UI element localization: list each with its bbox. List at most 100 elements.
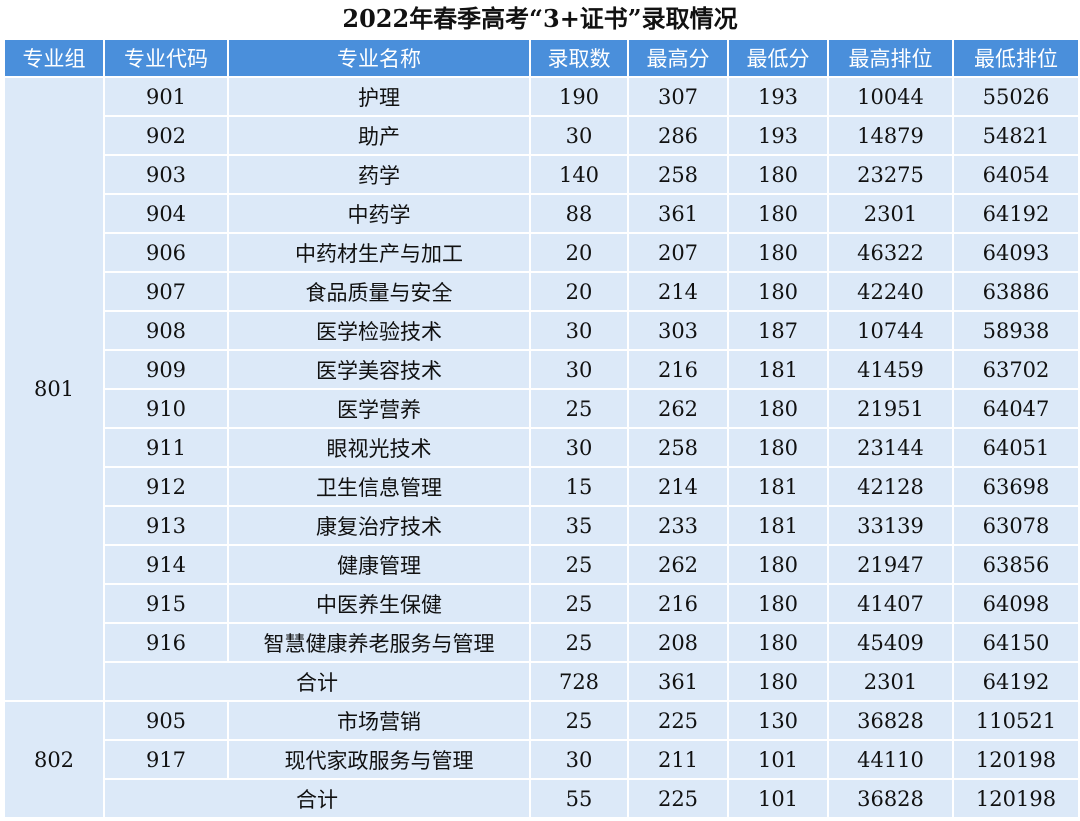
table-cell: 307 xyxy=(627,76,729,117)
page-title: 2022年春季高考“3+证书”录取情况 xyxy=(342,4,738,33)
subtotal-cell: 55 xyxy=(529,778,629,819)
table-cell: 907 xyxy=(103,271,229,312)
table-cell: 10744 xyxy=(827,310,954,351)
table-cell: 25 xyxy=(529,388,629,429)
table-cell: 2301 xyxy=(827,193,954,234)
table-row: 916 智慧健康养老服务与管理 25 208 180 45409 64150 xyxy=(4,622,1080,663)
table-cell: 医学美容技术 xyxy=(227,349,531,390)
table-cell: 现代家政服务与管理 xyxy=(227,739,531,780)
table-cell: 25 xyxy=(529,583,629,624)
table-cell: 中药材生产与加工 xyxy=(227,232,531,273)
table-cell: 33139 xyxy=(827,505,954,546)
table-cell: 助产 xyxy=(227,115,531,156)
table-cell: 140 xyxy=(529,154,629,195)
table-cell: 207 xyxy=(627,232,729,273)
table-cell: 医学营养 xyxy=(227,388,531,429)
table-cell: 23144 xyxy=(827,427,954,468)
table-cell: 康复治疗技术 xyxy=(227,505,531,546)
table-cell: 911 xyxy=(103,427,229,468)
table-cell: 36828 xyxy=(827,700,954,741)
table-cell: 63698 xyxy=(952,466,1080,507)
table-cell: 905 xyxy=(103,700,229,741)
table-cell: 225 xyxy=(627,700,729,741)
table-cell: 中药学 xyxy=(227,193,531,234)
table-cell: 30 xyxy=(529,115,629,156)
table-cell: 903 xyxy=(103,154,229,195)
table-cell: 181 xyxy=(727,466,829,507)
table-cell: 54821 xyxy=(952,115,1080,156)
table-cell: 180 xyxy=(727,388,829,429)
subtotal-row: 合计 728 361 180 2301 64192 xyxy=(4,661,1080,702)
table-row: 913 康复治疗技术 35 233 181 33139 63078 xyxy=(4,505,1080,546)
table-cell: 64051 xyxy=(952,427,1080,468)
table-cell: 110521 xyxy=(952,700,1080,741)
table-cell: 63856 xyxy=(952,544,1080,585)
table-cell: 180 xyxy=(727,544,829,585)
table-row: 910 医学营养 25 262 180 21951 64047 xyxy=(4,388,1080,429)
table-cell: 180 xyxy=(727,427,829,468)
table-body: 801 901 护理 190 307 193 10044 55026 902 助产 30 286 193… xyxy=(3,76,1080,819)
subtotal-row: 合计 55 225 101 36828 120198 xyxy=(4,778,1080,819)
table-cell: 88 xyxy=(529,193,629,234)
table-cell: 30 xyxy=(529,739,629,780)
table-cell: 30 xyxy=(529,310,629,351)
table-cell: 中医养生保健 xyxy=(227,583,531,624)
table-cell: 20 xyxy=(529,271,629,312)
table-cell: 130 xyxy=(727,700,829,741)
table-cell: 63702 xyxy=(952,349,1080,390)
table-cell: 30 xyxy=(529,427,629,468)
table-cell: 193 xyxy=(727,115,829,156)
table-cell: 25 xyxy=(529,622,629,663)
table-cell: 908 xyxy=(103,310,229,351)
table-cell: 303 xyxy=(627,310,729,351)
table-cell: 361 xyxy=(627,193,729,234)
column-header: 最高排位 xyxy=(827,38,954,78)
table-cell: 45409 xyxy=(827,622,954,663)
subtotal-cell: 36828 xyxy=(827,778,954,819)
table-cell: 63078 xyxy=(952,505,1080,546)
group-cell: 802 xyxy=(3,700,105,819)
table-cell: 64093 xyxy=(952,232,1080,273)
table-row: 903 药学 140 258 180 23275 64054 xyxy=(4,154,1080,195)
subtotal-cell: 2301 xyxy=(827,661,954,702)
table-cell: 258 xyxy=(627,427,729,468)
table-cell: 913 xyxy=(103,505,229,546)
table-cell: 190 xyxy=(529,76,629,117)
table-cell: 917 xyxy=(103,739,229,780)
subtotal-cell: 180 xyxy=(727,661,829,702)
table-cell: 180 xyxy=(727,193,829,234)
table-cell: 卫生信息管理 xyxy=(227,466,531,507)
table-cell: 906 xyxy=(103,232,229,273)
subtotal-cell: 120198 xyxy=(952,778,1080,819)
table-cell: 208 xyxy=(627,622,729,663)
subtotal-cell: 361 xyxy=(627,661,729,702)
table-cell: 58938 xyxy=(952,310,1080,351)
table-cell: 915 xyxy=(103,583,229,624)
table-cell: 909 xyxy=(103,349,229,390)
table-cell: 101 xyxy=(727,739,829,780)
table-cell: 64150 xyxy=(952,622,1080,663)
table-cell: 21947 xyxy=(827,544,954,585)
table-row: 904 中药学 88 361 180 2301 64192 xyxy=(4,193,1080,234)
table-cell: 46322 xyxy=(827,232,954,273)
admission-table: 专业组 专业代码 专业名称 录取数 最高分 最低分 最高排位 最低排位 801 9… xyxy=(3,38,1080,819)
table-cell: 15 xyxy=(529,466,629,507)
table-cell: 180 xyxy=(727,154,829,195)
table-cell: 914 xyxy=(103,544,229,585)
subtotal-cell: 728 xyxy=(529,661,629,702)
subtotal-cell: 合计 xyxy=(103,661,531,702)
table-cell: 233 xyxy=(627,505,729,546)
table-cell: 181 xyxy=(727,349,829,390)
table-cell: 41459 xyxy=(827,349,954,390)
column-header: 专业代码 xyxy=(103,38,229,78)
table-cell: 64047 xyxy=(952,388,1080,429)
table-cell: 181 xyxy=(727,505,829,546)
table-cell: 63886 xyxy=(952,271,1080,312)
table-cell: 187 xyxy=(727,310,829,351)
table-cell: 64054 xyxy=(952,154,1080,195)
table-cell: 42240 xyxy=(827,271,954,312)
table-cell: 市场营销 xyxy=(227,700,531,741)
table-cell: 901 xyxy=(103,76,229,117)
table-row: 906 中药材生产与加工 20 207 180 46322 64093 xyxy=(4,232,1080,273)
subtotal-cell: 64192 xyxy=(952,661,1080,702)
